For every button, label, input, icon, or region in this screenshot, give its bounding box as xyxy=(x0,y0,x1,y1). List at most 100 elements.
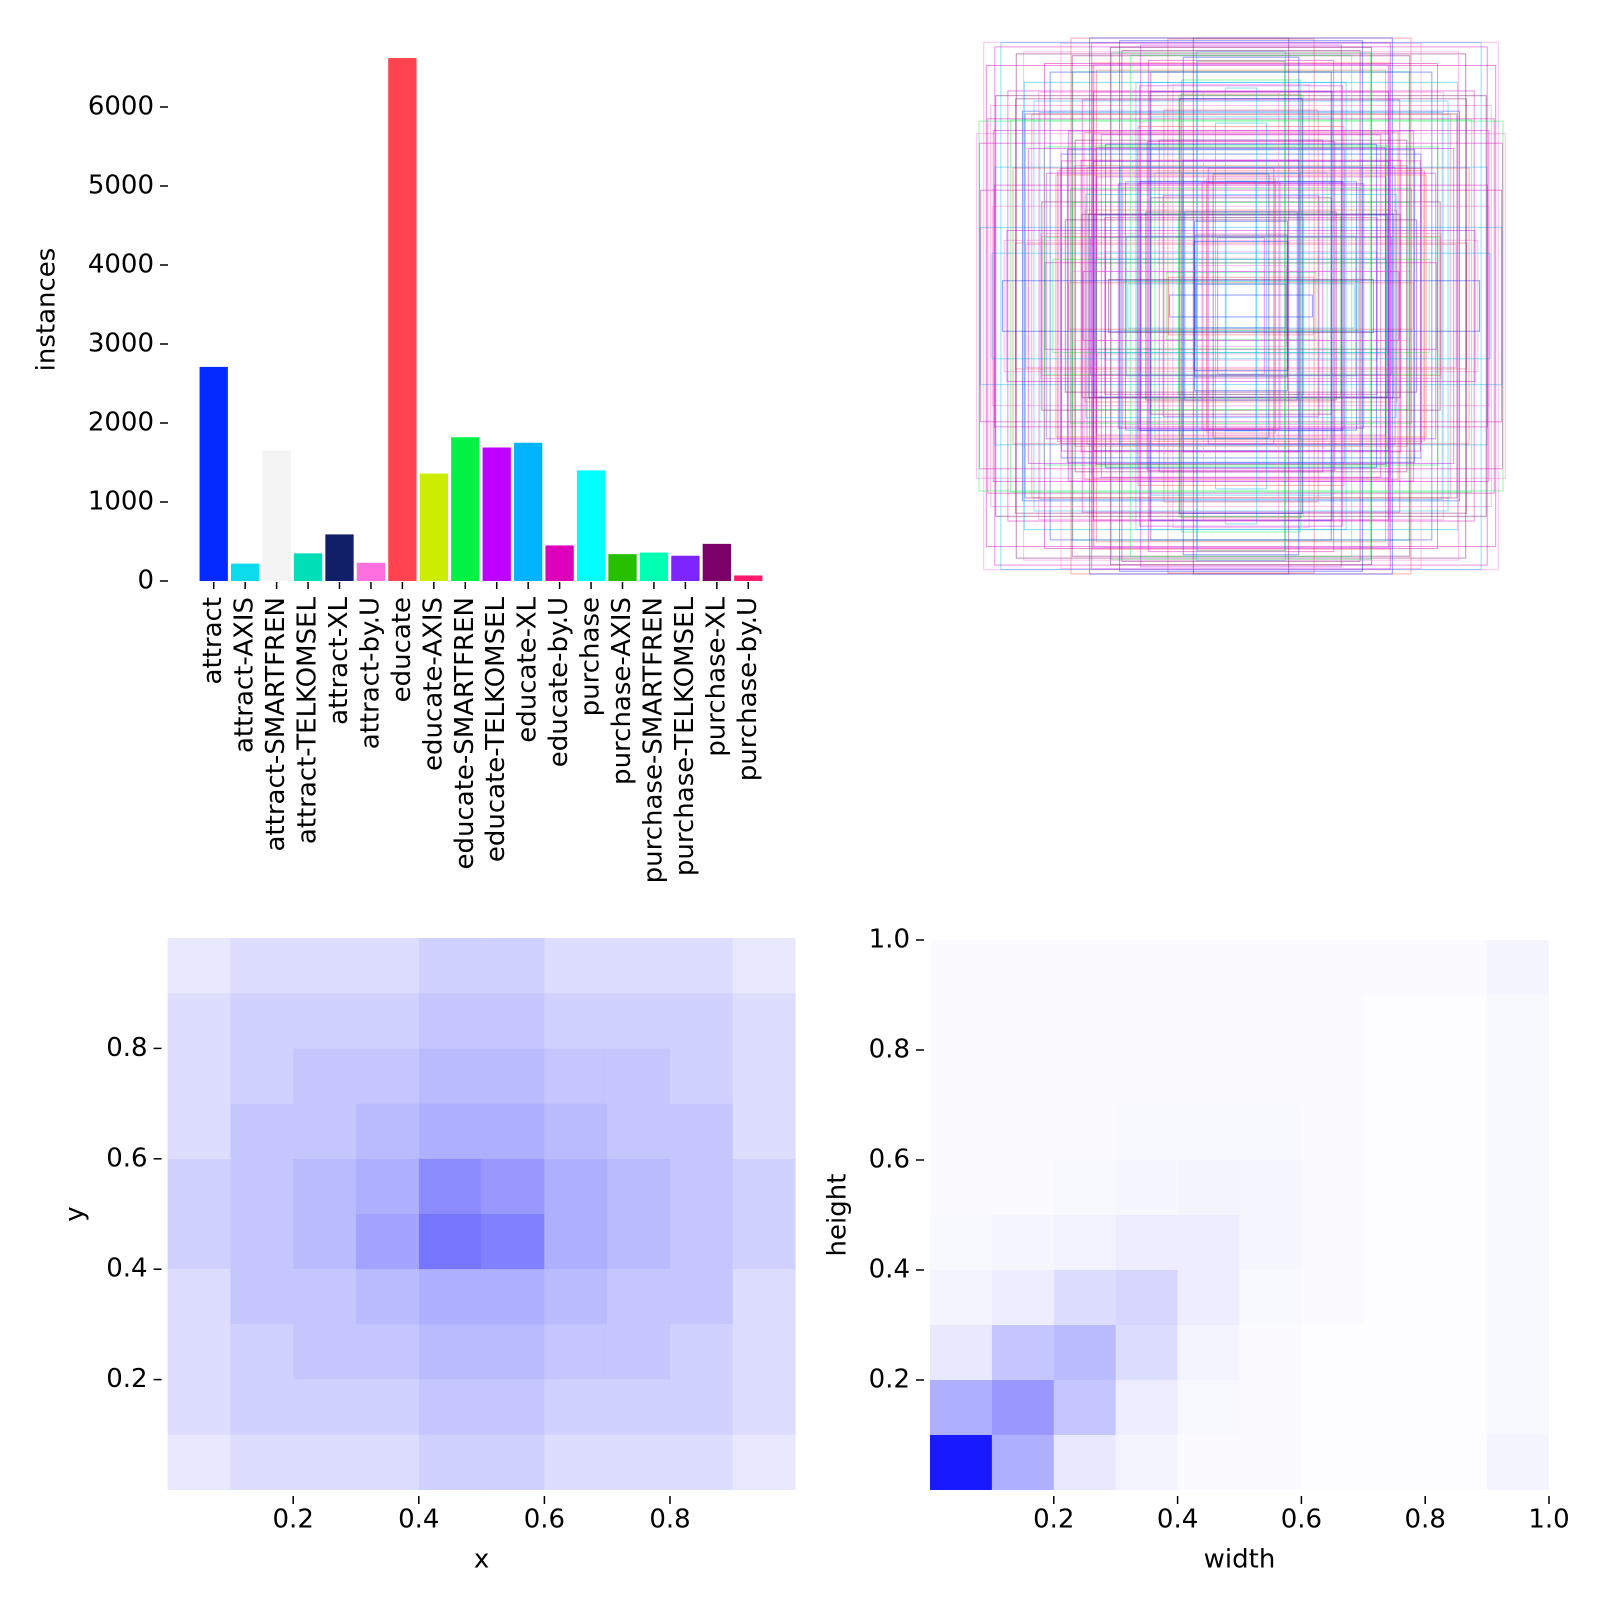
box xyxy=(1196,50,1286,562)
bar xyxy=(576,470,606,581)
heatmap-cell xyxy=(418,1103,482,1159)
box xyxy=(1178,94,1304,518)
x-tick-label: purchase-by.U xyxy=(733,597,763,781)
heatmap-cell xyxy=(418,1048,482,1104)
heatmap-cell xyxy=(1363,1380,1425,1435)
heatmap-cell xyxy=(356,1269,419,1325)
box xyxy=(1060,153,1422,459)
box xyxy=(1119,214,1363,398)
box xyxy=(1147,59,1335,553)
box xyxy=(1040,232,1442,380)
box xyxy=(1009,119,1473,493)
heatmap-cell xyxy=(607,1434,670,1490)
heatmap-cell xyxy=(167,1379,231,1435)
y-tick-label: 0.2 xyxy=(869,1365,910,1395)
heatmap-cell xyxy=(930,1105,992,1160)
box xyxy=(1043,146,1439,466)
box xyxy=(1025,244,1457,368)
heatmap-cell xyxy=(992,940,1054,995)
box xyxy=(1074,165,1408,447)
box xyxy=(1091,133,1391,479)
heatmap-cell xyxy=(481,1214,545,1270)
heatmap-cell xyxy=(544,1048,608,1104)
x-tick-label: attract-XL xyxy=(324,596,354,724)
heatmap-cell xyxy=(230,1379,294,1435)
heatmap-cell xyxy=(1487,940,1549,995)
box xyxy=(1095,69,1387,543)
heatmap-cell xyxy=(1240,1105,1302,1160)
heatmap-cell xyxy=(732,1103,796,1159)
heatmap-cell xyxy=(670,1158,733,1214)
heatmap-cell xyxy=(481,1103,545,1159)
box xyxy=(1095,258,1387,354)
heatmap-cell xyxy=(1240,1050,1302,1105)
heatmap-cell xyxy=(293,1214,356,1270)
heatmap-cell xyxy=(1363,1105,1425,1160)
heatmap-cell xyxy=(356,1048,419,1104)
heatmap-cell xyxy=(230,1269,294,1325)
box xyxy=(1104,251,1378,361)
heatmap-cell xyxy=(481,1379,545,1435)
box xyxy=(1206,178,1276,434)
heatmap-cell xyxy=(1053,1270,1116,1325)
heatmap-cell xyxy=(1240,1215,1302,1270)
box xyxy=(1150,71,1332,541)
heatmap-cell xyxy=(1363,1325,1425,1380)
box xyxy=(1139,180,1343,432)
box xyxy=(1169,294,1313,318)
box xyxy=(1095,262,1387,350)
heatmap-cell xyxy=(1425,1435,1487,1490)
box xyxy=(1122,186,1360,426)
box xyxy=(1092,91,1390,521)
heatmap-cell xyxy=(1425,1050,1487,1105)
box xyxy=(1182,159,1300,453)
heatmap-cell xyxy=(607,1103,670,1159)
x-tick-label: purchase-AXIS xyxy=(607,597,637,785)
x-tick-label: 0.8 xyxy=(1405,1505,1446,1535)
box xyxy=(1085,193,1397,419)
heatmap-cell xyxy=(167,1214,231,1270)
box xyxy=(1224,87,1258,525)
bar xyxy=(608,554,637,581)
heatmap-cell xyxy=(544,938,608,994)
heatmap-cell xyxy=(607,1379,670,1435)
heatmap-cell xyxy=(1116,1105,1178,1160)
box xyxy=(1060,42,1422,570)
heatmap-cell xyxy=(930,1215,992,1270)
box xyxy=(1093,160,1389,452)
heatmap-cell xyxy=(1054,1160,1116,1215)
box xyxy=(1003,239,1479,373)
heatmap-cell xyxy=(544,1158,608,1214)
box xyxy=(1093,257,1389,355)
heatmap-cell xyxy=(1115,1325,1178,1380)
heatmap-cell xyxy=(1053,1325,1116,1380)
heatmap-cell xyxy=(544,1324,608,1380)
x-tick-label: educate xyxy=(387,597,417,702)
heatmap-cell xyxy=(1363,995,1425,1050)
box xyxy=(1181,173,1301,439)
heatmap-cell xyxy=(356,1379,419,1435)
heatmap-cell xyxy=(293,1379,356,1435)
heatmap-cell xyxy=(230,1158,294,1214)
y-tick-label: 1.0 xyxy=(869,925,910,955)
heatmap-cell xyxy=(670,1048,733,1104)
heatmap-cell xyxy=(1240,940,1302,995)
box xyxy=(1195,265,1287,347)
heatmap-cell xyxy=(1054,1105,1116,1160)
box xyxy=(1206,182,1276,430)
box xyxy=(1192,37,1290,575)
heatmap-cell xyxy=(167,1269,231,1325)
heatmap-cell xyxy=(167,938,231,994)
box xyxy=(994,184,1488,428)
box xyxy=(1217,237,1265,375)
heatmap-cell xyxy=(732,1379,796,1435)
heatmap-cell xyxy=(544,1434,608,1490)
box xyxy=(976,133,1506,479)
box-overlay xyxy=(976,37,1506,575)
heatmap-cell xyxy=(293,1324,356,1380)
heatmap-cell xyxy=(992,1050,1054,1105)
heatmap-cell xyxy=(356,1103,419,1159)
heatmap-cell xyxy=(481,938,545,994)
box xyxy=(1182,56,1300,556)
